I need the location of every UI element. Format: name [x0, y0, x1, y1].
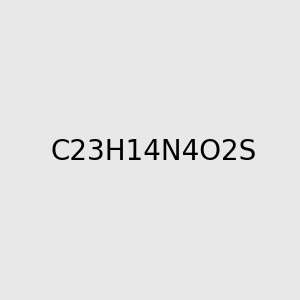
- Text: C23H14N4O2S: C23H14N4O2S: [51, 137, 257, 166]
